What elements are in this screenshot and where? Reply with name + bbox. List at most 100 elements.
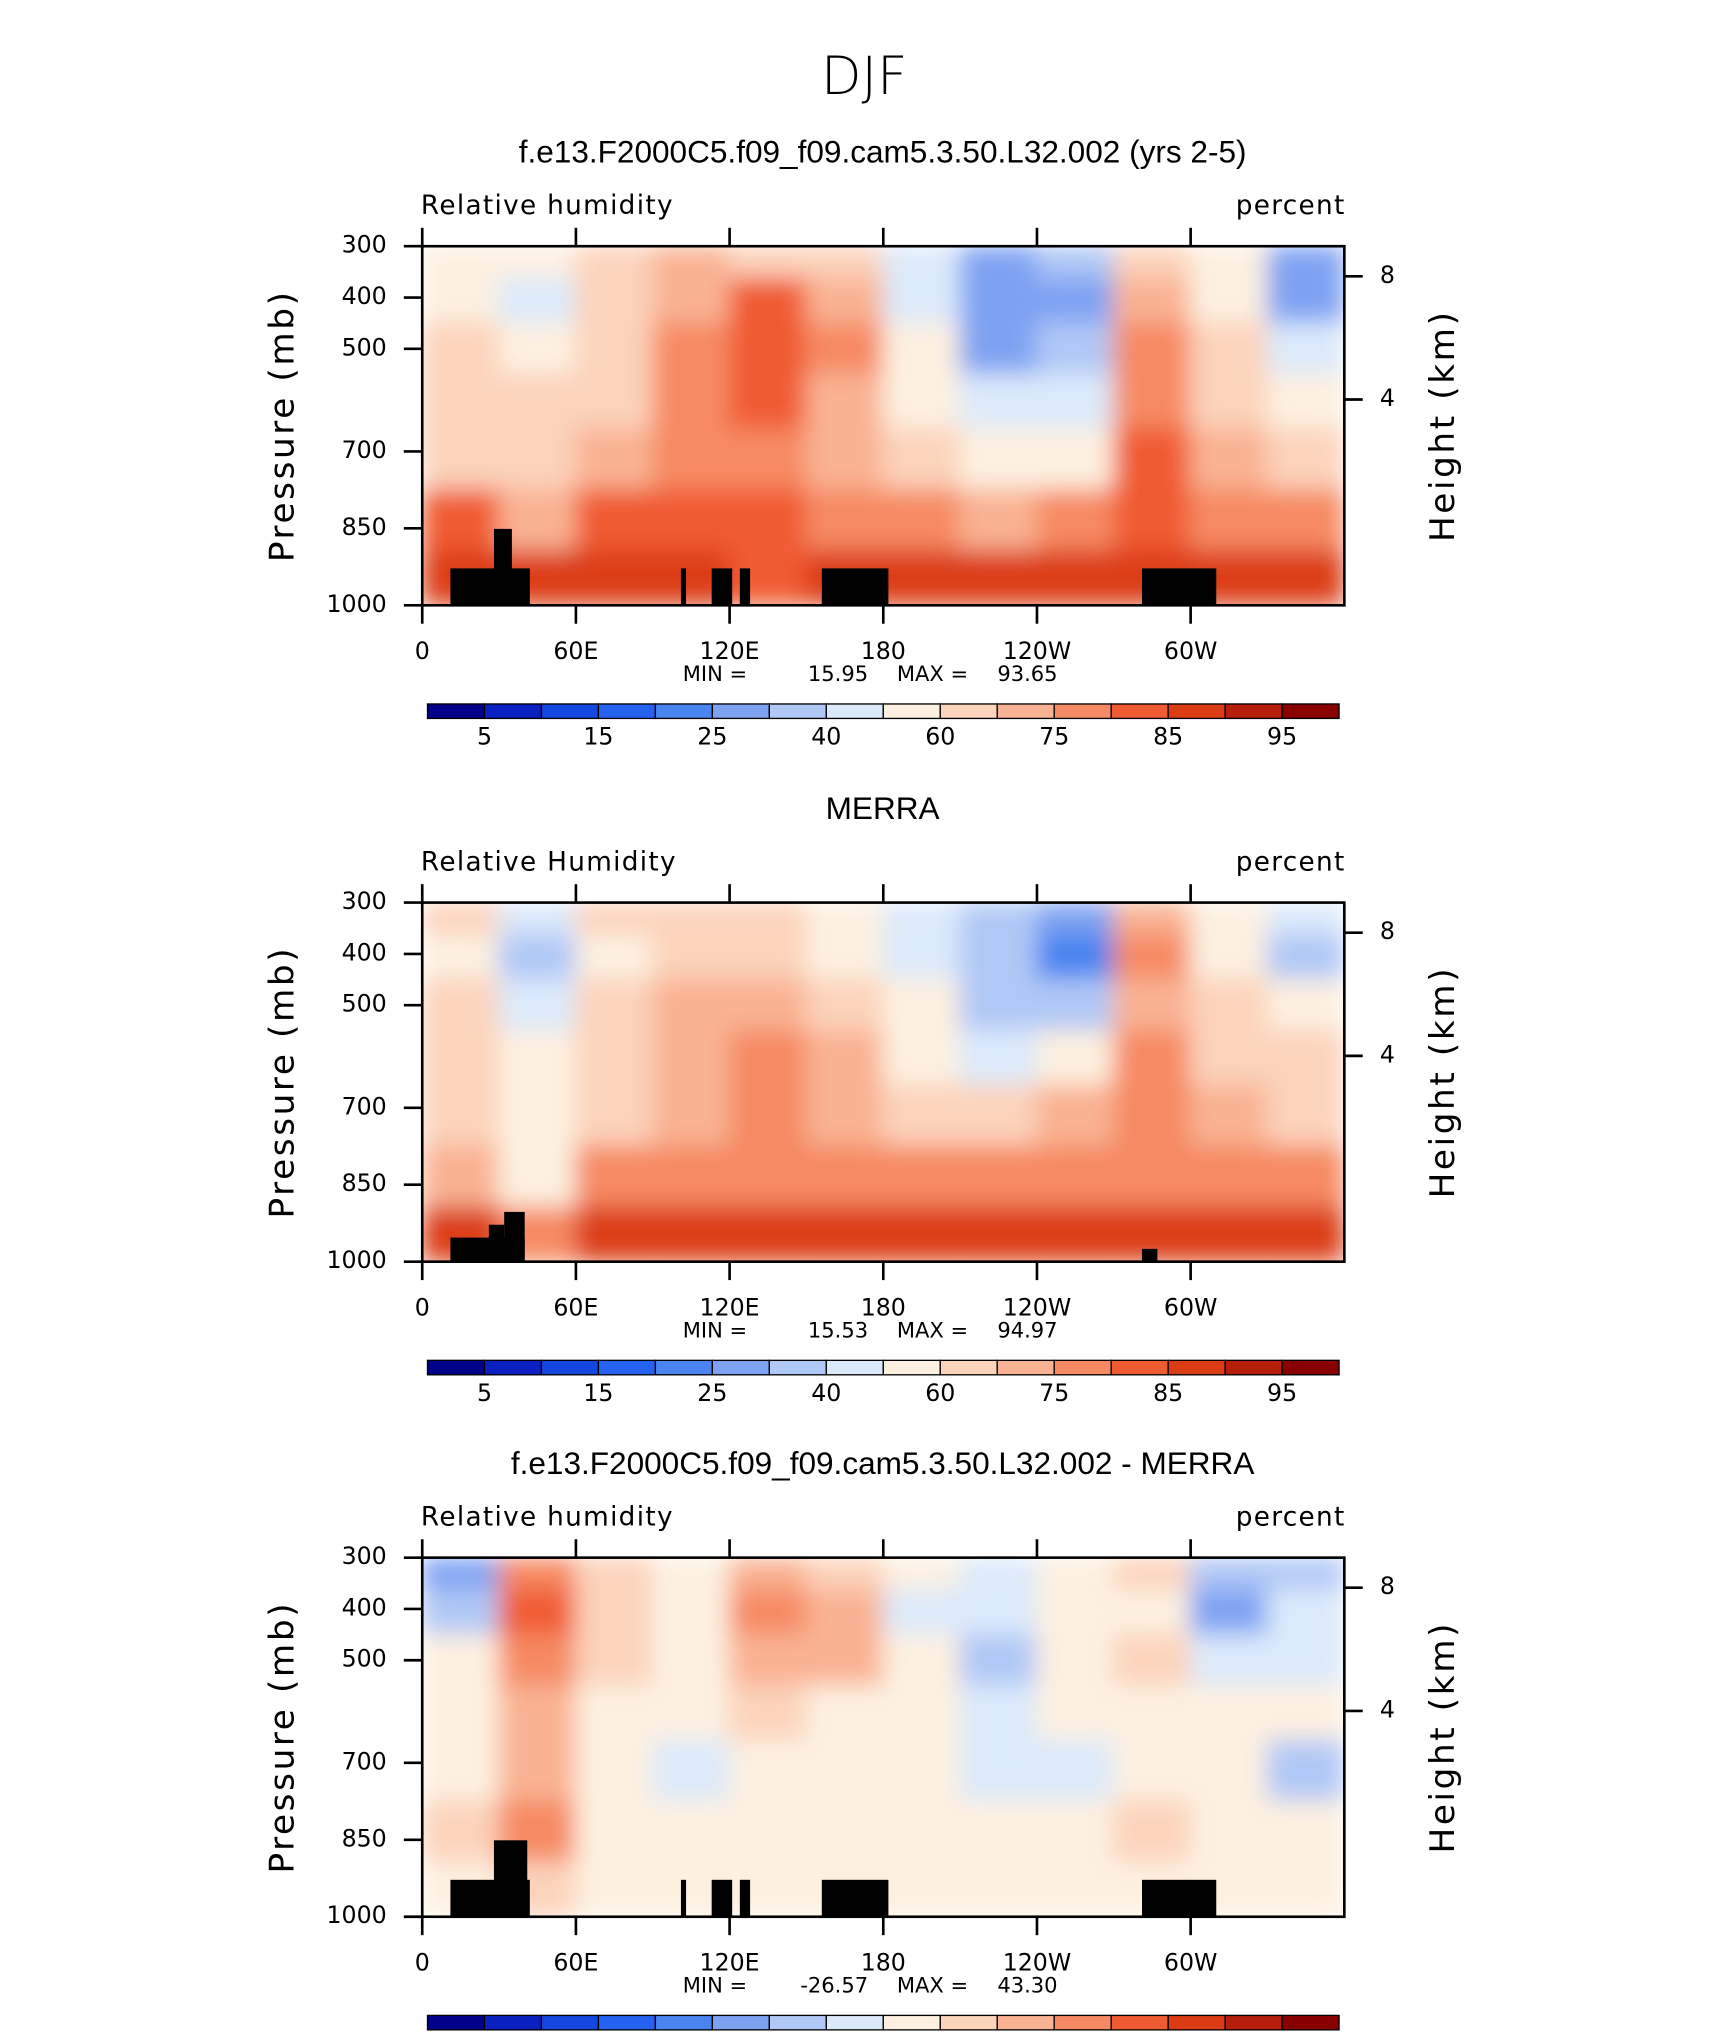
field-cell — [805, 1739, 884, 1802]
field — [422, 902, 1345, 1262]
y-tick-label: 400 — [342, 1593, 387, 1621]
field-cell — [1266, 1084, 1345, 1147]
field-cell — [1036, 1633, 1115, 1687]
colorbar-label: 75 — [1039, 723, 1069, 751]
colorbar-label: -10 — [750, 2034, 789, 2038]
field-cell — [422, 1589, 500, 1636]
colorbar-box — [540, 703, 600, 720]
field-cell — [652, 1685, 731, 1741]
max-value: 93.65 — [997, 661, 1057, 686]
terrain-mask — [739, 1879, 751, 1917]
terrain-mask — [1141, 568, 1217, 606]
y2-tick-label: 8 — [1380, 261, 1395, 289]
y-tick-label: 700 — [342, 1747, 387, 1775]
colorbar-box — [1110, 1359, 1169, 1376]
max-label: MAX = — [897, 1317, 968, 1342]
min-value: 15.95 — [808, 661, 868, 686]
field-cell — [1113, 1084, 1192, 1147]
field-cell — [575, 322, 654, 376]
field-cell — [959, 1206, 1038, 1262]
y-tick-label: 400 — [342, 282, 387, 310]
x-tick-label: 180 — [861, 1949, 906, 1977]
colorbar-box — [1053, 1359, 1112, 1376]
x-tick-label: 120W — [1003, 637, 1072, 665]
field-cell — [575, 1557, 654, 1591]
field-cell — [575, 933, 654, 981]
field-cell — [652, 1145, 731, 1208]
field-cell — [882, 1084, 961, 1147]
field-cell — [728, 1145, 808, 1208]
colorbar-label: 25 — [697, 723, 727, 751]
y-tick-label: 500 — [342, 990, 387, 1018]
colorbar-box — [825, 2014, 884, 2031]
colorbar-box — [597, 703, 657, 720]
field-cell — [1266, 1589, 1345, 1636]
y-tick-label: 400 — [342, 938, 387, 966]
field-cell — [1113, 1739, 1192, 1802]
field-cell — [1036, 1800, 1115, 1863]
field-cell — [1266, 1739, 1345, 1802]
field-cell — [422, 428, 500, 491]
field-cell — [1189, 373, 1269, 430]
field-cell — [959, 488, 1038, 552]
colorbar-box — [597, 1359, 657, 1376]
max-label: MAX = — [897, 1972, 968, 1997]
colorbar-box — [882, 1359, 941, 1376]
field-cell — [1036, 277, 1115, 324]
field-cell — [422, 1633, 500, 1687]
y-axis-label: Pressure (mb) — [263, 289, 303, 562]
field-cell — [1036, 1030, 1115, 1086]
y-tick-label: 700 — [342, 1092, 387, 1120]
field-cell — [652, 246, 731, 279]
field-cell — [959, 978, 1038, 1032]
field-cell — [1036, 978, 1115, 1032]
x-tick-label: 60E — [553, 1294, 598, 1322]
field-cell — [728, 1030, 808, 1086]
field-cell — [805, 373, 884, 430]
field-cell — [1036, 428, 1115, 491]
colorbar-label: -5 — [815, 2034, 839, 2038]
field-cell — [652, 1739, 731, 1802]
colorbar-box — [426, 2014, 486, 2031]
right-label: percent — [1236, 191, 1346, 221]
field-cell — [422, 1030, 500, 1086]
field-cell — [959, 1557, 1038, 1591]
colorbar-label: 85 — [1153, 723, 1183, 751]
x-tick-label: 60W — [1164, 1949, 1218, 1977]
field-cell — [1266, 1557, 1345, 1591]
field-cell — [1189, 488, 1269, 552]
field-cell — [1189, 902, 1269, 936]
left-label: Relative humidity — [421, 191, 674, 221]
field-cell — [575, 1145, 654, 1208]
colorbar-label: 15 — [583, 723, 613, 751]
field-cell — [1036, 373, 1115, 430]
field-cell — [728, 1557, 808, 1591]
terrain-mask — [711, 1879, 733, 1917]
colorbar-label: -30 — [579, 2034, 618, 2038]
field-cell — [1266, 246, 1345, 279]
field-cell — [1036, 322, 1115, 376]
field-cell — [1266, 1800, 1345, 1863]
field-cell — [882, 902, 961, 936]
terrain-mask — [680, 1879, 687, 1917]
colorbar-box — [1053, 703, 1112, 720]
colorbar-box — [540, 2014, 600, 2031]
field-cell — [728, 246, 808, 279]
field-cell — [728, 902, 808, 936]
field-cell — [1036, 1739, 1115, 1802]
colorbar-label: 60 — [925, 1379, 955, 1407]
field-cell — [1036, 1084, 1115, 1147]
terrain-mask — [493, 1840, 528, 1917]
y-tick-label: 300 — [342, 1542, 387, 1570]
colorbar-label: 0 — [876, 2034, 891, 2038]
field-cell — [1189, 1739, 1269, 1802]
y-tick-label: 1000 — [327, 590, 387, 618]
field-cell — [1266, 933, 1345, 981]
colorbar-label: 40 — [1210, 2034, 1240, 2038]
x-tick-label: 60W — [1164, 1294, 1218, 1322]
terrain-mask — [1141, 1879, 1217, 1917]
field-cell — [1113, 1685, 1192, 1741]
colorbar-label: 75 — [1039, 1379, 1069, 1407]
colorbar-label: -40 — [522, 2034, 561, 2038]
field-cell — [882, 1557, 961, 1591]
